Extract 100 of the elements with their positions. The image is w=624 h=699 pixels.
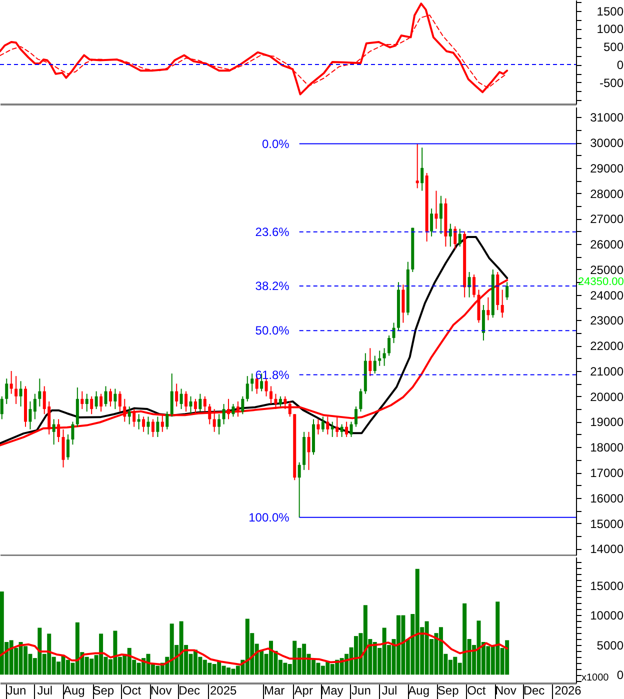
- y-tick-label: 5000: [596, 638, 624, 652]
- candlestick: [378, 350, 382, 366]
- y-tick-label: 14000: [590, 542, 624, 556]
- candlestick: [118, 390, 122, 412]
- candlestick: [373, 355, 376, 374]
- y-tick-label: 25000: [590, 262, 624, 277]
- candlestick: [66, 434, 70, 460]
- annotation: 100.0%: [248, 510, 290, 524]
- y-tick-label: 15000: [590, 516, 624, 531]
- candlestick: [33, 393, 36, 420]
- x-tick-label: Oct: [467, 684, 486, 698]
- y-tick-label: 21000: [590, 364, 624, 378]
- candlestick: [500, 289, 504, 318]
- y-tick-label: 29000: [590, 161, 624, 176]
- candlestick: [189, 396, 192, 415]
- candlestick: [284, 396, 287, 410]
- candlestick: [104, 386, 108, 408]
- candlestick: [250, 373, 254, 392]
- annotation: 50.0%: [255, 324, 290, 338]
- y-tick-label: 1500: [596, 4, 624, 18]
- candlestick: [416, 143, 419, 189]
- candlestick: [368, 348, 372, 377]
- y-tick-label: 22000: [590, 339, 624, 354]
- x-tick-label: Aug: [63, 684, 85, 698]
- x-tick-label: Mar: [264, 684, 285, 698]
- candlestick: [0, 396, 4, 420]
- candlestick: [123, 398, 126, 422]
- candlestick: [222, 403, 226, 425]
- x-tick-label: Apr: [294, 684, 313, 698]
- candlestick: [80, 390, 84, 410]
- candlestick: [114, 388, 117, 410]
- y-tick-label: 15000: [590, 579, 624, 594]
- candlestick: [382, 348, 386, 366]
- y-tick-label: 26000: [590, 238, 624, 252]
- candlestick: [434, 190, 438, 230]
- candlestick: [388, 334, 391, 356]
- y-tick-label: 10000: [590, 608, 624, 623]
- candlestick: [392, 322, 396, 344]
- x-tick-label: Nov: [150, 684, 172, 698]
- x-tick-label: Oct: [122, 684, 142, 698]
- y-tick-label: 31000: [590, 110, 624, 125]
- y-tick-label: 19000: [590, 415, 624, 430]
- candlestick: [142, 416, 146, 432]
- candlestick: [264, 378, 268, 397]
- y-tick-label: -500: [599, 76, 624, 90]
- candlestick: [274, 393, 278, 410]
- candlestick: [156, 416, 160, 438]
- y-tick-label: 17000: [590, 466, 624, 480]
- candlestick: [506, 282, 509, 300]
- annotation: 61.8%: [255, 368, 290, 382]
- y-tick-label: 20000: [590, 390, 624, 404]
- candlestick: [151, 418, 154, 438]
- y-tick-label: 18000: [590, 440, 624, 455]
- x-tick-label: Nov: [495, 684, 516, 698]
- candlestick: [227, 398, 230, 420]
- candlestick: [321, 416, 324, 432]
- candlestick: [439, 195, 442, 234]
- x-tick-label: Jul: [382, 684, 398, 698]
- candlestick: [5, 378, 8, 404]
- x-tick-label: Jul: [37, 684, 53, 698]
- candlestick: [482, 304, 485, 342]
- y-tick-label: 16000: [590, 491, 624, 506]
- y-tick-label: 0: [616, 668, 624, 682]
- text: 24350.00: [578, 276, 624, 288]
- x-tick-label: Dec: [523, 684, 545, 698]
- candlestick: [278, 396, 282, 408]
- candlestick: [218, 414, 221, 435]
- candlestick: [307, 431, 310, 470]
- y-tick-label: 24000: [590, 288, 624, 302]
- candlestick: [316, 418, 320, 435]
- candlestick: [128, 406, 131, 425]
- candlestick: [246, 376, 249, 402]
- y-tick-label: 30000: [590, 136, 624, 150]
- candlestick: [160, 414, 164, 432]
- candlestick: [108, 388, 112, 408]
- candlestick: [85, 393, 88, 412]
- candlestick: [194, 398, 197, 415]
- x-tick-label: Jun: [352, 684, 371, 698]
- candlestick: [71, 421, 74, 446]
- x-tick-label: Aug: [408, 684, 430, 698]
- line-series: [0, 2, 508, 96]
- candlestick: [132, 408, 136, 428]
- candlestick: [454, 226, 457, 250]
- candlestick: [236, 400, 240, 418]
- candlestick: [14, 376, 18, 404]
- x-tick-label: 2026: [554, 684, 582, 698]
- candlestick: [345, 421, 348, 438]
- candlestick: [175, 383, 178, 408]
- candlestick: [180, 388, 183, 410]
- candlestick: [28, 400, 32, 430]
- candlestick: [326, 416, 330, 435]
- candlestick: [359, 388, 362, 412]
- candlestick: [472, 274, 476, 298]
- candlestick: [448, 223, 452, 248]
- x-tick-label: Dec: [178, 684, 200, 698]
- candlestick: [402, 284, 405, 324]
- candlestick: [184, 390, 188, 412]
- candlestick: [57, 418, 60, 443]
- candlestick: [486, 296, 490, 321]
- candlestick: [146, 416, 150, 435]
